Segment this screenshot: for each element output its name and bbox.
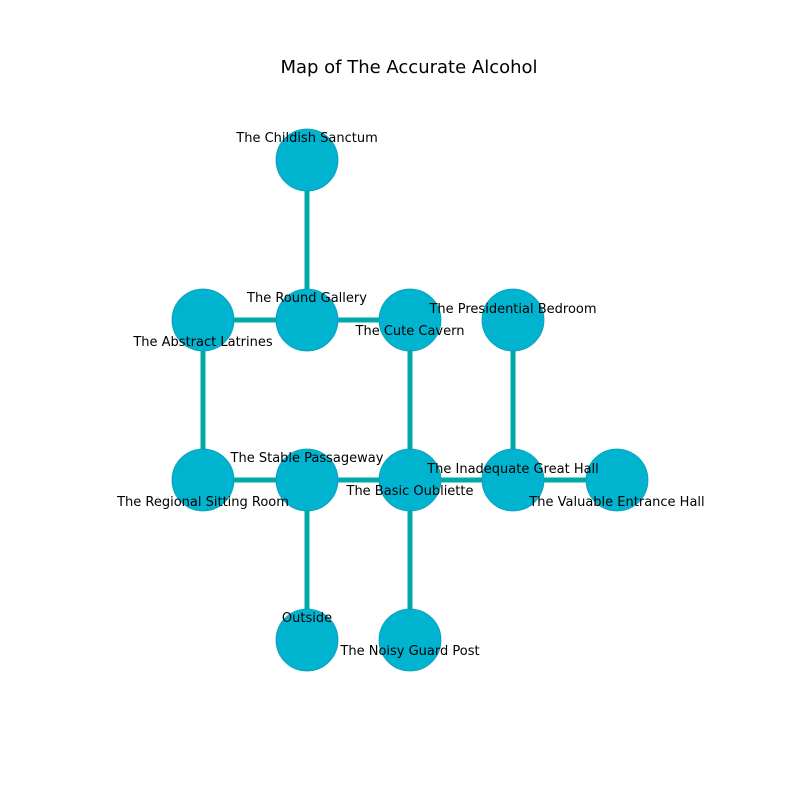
room-node-basic-oubliette [378,448,442,512]
room-node-presidential-bedroom [481,288,545,352]
room-node-inadequate-great-hall [481,448,545,512]
rooms-layer [171,128,649,672]
room-node-noisy-guard-post [378,608,442,672]
room-label-regional-sitting-room: The Regional Sitting Room [116,495,289,510]
room-label-childish-sanctum: The Childish Sanctum [235,131,377,146]
room-node-stable-passageway [275,448,339,512]
room-node-cute-cavern [378,288,442,352]
labels-layer: The Childish Sanctum The Round Gallery The… [116,131,705,659]
room-label-cute-cavern: The Cute Cavern [355,324,465,339]
room-label-basic-oubliette: The Basic Oubliette [346,484,474,499]
room-node-regional-sitting-room [171,448,235,512]
room-label-inadequate-great-hall: The Inadequate Great Hall [426,462,599,477]
room-node-childish-sanctum [275,128,339,192]
map-title: Map of The Accurate Alcohol [280,57,537,78]
room-label-valuable-entrance-hall: The Valuable Entrance Hall [528,495,704,510]
room-label-abstract-latrines: The Abstract Latrines [132,335,273,350]
room-label-outside: Outside [282,611,332,626]
room-label-round-gallery: The Round Gallery [246,291,367,306]
connections-layer [200,160,617,640]
room-node-valuable-entrance-hall [585,448,649,512]
room-node-round-gallery [275,288,339,352]
room-node-outside [275,608,339,672]
room-label-presidential-bedroom: The Presidential Bedroom [428,302,596,317]
room-node-abstract-latrines [171,288,235,352]
room-label-noisy-guard-post: The Noisy Guard Post [339,644,479,659]
room-label-stable-passageway: The Stable Passageway [230,451,384,466]
